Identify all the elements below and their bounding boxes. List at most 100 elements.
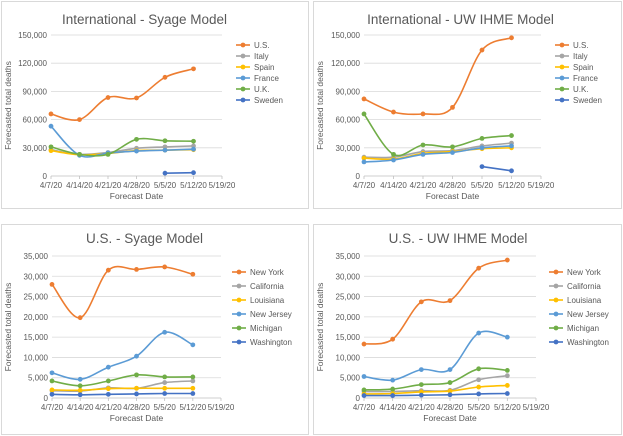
data-point bbox=[190, 385, 196, 391]
chart-title: U.S. - UW IHME Model bbox=[389, 231, 528, 246]
legend-item: France bbox=[555, 74, 598, 83]
x-tick-label: 5/12/20 bbox=[180, 181, 207, 190]
y-tick-label: 90,000 bbox=[23, 87, 48, 96]
y-tick-label: 150,000 bbox=[18, 31, 47, 40]
data-point bbox=[134, 391, 139, 397]
legend-label: Louisiana bbox=[567, 296, 602, 305]
data-point bbox=[418, 382, 424, 388]
data-point bbox=[134, 148, 139, 154]
x-tick-label: 5/19/20 bbox=[523, 403, 550, 412]
legend-swatch-marker bbox=[236, 283, 242, 289]
chart-title: International - UW IHME Model bbox=[367, 12, 554, 27]
data-point bbox=[361, 341, 367, 347]
data-point bbox=[418, 299, 424, 305]
data-point bbox=[48, 111, 54, 117]
data-point bbox=[162, 264, 168, 270]
legend-item: Italy bbox=[555, 52, 588, 61]
data-point bbox=[361, 155, 367, 161]
y-axis-label: Forecasted total deaths bbox=[315, 283, 325, 372]
data-point bbox=[479, 164, 485, 170]
x-tick-label: 4/7/20 bbox=[40, 181, 63, 190]
legend-item: U.K. bbox=[236, 85, 270, 94]
data-point bbox=[504, 391, 510, 396]
data-point bbox=[162, 74, 168, 80]
x-tick-label: 5/19/20 bbox=[209, 181, 236, 190]
data-point bbox=[450, 104, 455, 110]
data-point bbox=[162, 170, 168, 176]
x-tick-label: 4/14/20 bbox=[66, 181, 93, 190]
series-california bbox=[49, 378, 196, 394]
series-new-jersey bbox=[49, 329, 196, 382]
series-new-jersey bbox=[361, 330, 510, 383]
legend-label: Sweden bbox=[573, 96, 602, 105]
data-point bbox=[77, 387, 83, 393]
data-point bbox=[162, 391, 168, 396]
series-u-k bbox=[361, 111, 514, 157]
legend-swatch-marker bbox=[240, 75, 246, 81]
legend-swatch-marker bbox=[236, 325, 242, 331]
legend-label: France bbox=[573, 74, 598, 83]
x-tick-label: 4/21/20 bbox=[95, 403, 122, 412]
x-axis-label: Forecast Date bbox=[426, 191, 480, 201]
series-line bbox=[363, 330, 508, 382]
data-point bbox=[418, 367, 424, 372]
data-point bbox=[476, 377, 482, 383]
y-tick-label: 25,000 bbox=[336, 293, 361, 302]
data-point bbox=[49, 378, 55, 384]
data-point bbox=[162, 147, 168, 153]
data-point bbox=[447, 392, 453, 398]
legend-label: Michigan bbox=[250, 324, 282, 333]
data-point bbox=[420, 111, 426, 117]
data-point bbox=[49, 391, 55, 397]
data-point bbox=[105, 364, 111, 370]
y-tick-label: 20,000 bbox=[24, 313, 49, 322]
series-line bbox=[363, 142, 512, 159]
series-line bbox=[51, 331, 194, 381]
data-point bbox=[48, 123, 54, 129]
data-point bbox=[134, 385, 139, 391]
y-tick-label: 20,000 bbox=[336, 313, 361, 322]
legend-label: Spain bbox=[573, 63, 593, 72]
data-point bbox=[77, 151, 82, 157]
y-tick-label: 60,000 bbox=[336, 116, 361, 125]
chart-international-ihme: International - UW IHME Model 0 30,000 60,0… bbox=[313, 1, 622, 209]
series-line bbox=[50, 68, 194, 121]
legend-swatch-marker bbox=[240, 42, 246, 48]
data-point bbox=[504, 368, 510, 373]
legend-swatch-marker bbox=[559, 97, 565, 103]
legend-item: Washington bbox=[232, 338, 292, 347]
series-new-york bbox=[361, 257, 510, 347]
y-tick-label: 35,000 bbox=[336, 252, 361, 261]
legend-label: Italy bbox=[254, 52, 269, 61]
data-point bbox=[476, 366, 482, 372]
data-point bbox=[162, 329, 168, 335]
x-tick-label: 4/21/20 bbox=[95, 181, 122, 190]
data-point bbox=[509, 143, 514, 149]
legend-swatch-marker bbox=[553, 297, 559, 303]
legend-item: Washington bbox=[549, 338, 609, 347]
legend-label: New York bbox=[567, 268, 602, 277]
data-point bbox=[190, 342, 196, 348]
legend-item: New York bbox=[549, 268, 602, 277]
data-point bbox=[361, 159, 367, 165]
series-u-s bbox=[361, 35, 514, 117]
legend-item: Sweden bbox=[555, 96, 602, 105]
data-point bbox=[476, 330, 482, 336]
y-tick-label: 150,000 bbox=[331, 31, 360, 40]
legend-label: France bbox=[254, 74, 279, 83]
data-point bbox=[190, 378, 196, 384]
legend-label: Italy bbox=[573, 52, 588, 61]
data-point bbox=[191, 138, 196, 144]
legend-swatch-marker bbox=[559, 86, 565, 92]
legend-swatch-marker bbox=[559, 42, 565, 48]
series-sweden bbox=[162, 170, 196, 176]
data-point bbox=[190, 374, 196, 380]
data-point bbox=[361, 111, 367, 117]
legend-swatch-marker bbox=[553, 325, 559, 331]
series-line bbox=[164, 171, 194, 174]
legend-label: U.S. bbox=[254, 41, 270, 50]
legend-label: New Jersey bbox=[567, 310, 609, 319]
legend-item: Louisiana bbox=[232, 296, 285, 305]
x-tick-label: 4/28/20 bbox=[123, 403, 150, 412]
legend-label: Washington bbox=[567, 338, 609, 347]
